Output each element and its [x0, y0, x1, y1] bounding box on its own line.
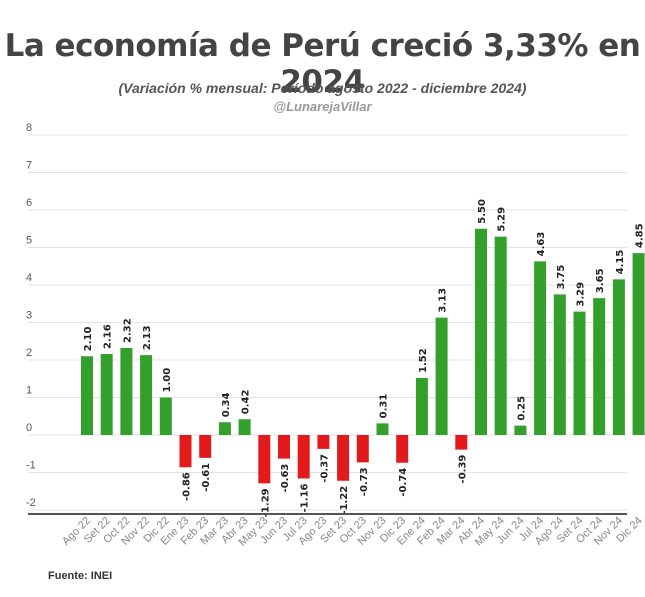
- data-label: -0.39: [457, 455, 468, 484]
- data-label: 5.50: [477, 199, 488, 224]
- data-label: -1.16: [300, 483, 311, 512]
- data-label: 1.52: [418, 348, 429, 373]
- y-tick-label: 3: [26, 310, 32, 322]
- bar: [120, 348, 133, 435]
- y-tick-label: 4: [26, 272, 32, 284]
- bar: [435, 317, 448, 435]
- bar: [455, 435, 468, 450]
- bar: [179, 435, 192, 468]
- data-label: -1.29: [260, 488, 271, 517]
- data-label: 5.29: [497, 207, 508, 232]
- data-label: -0.63: [280, 464, 291, 493]
- data-label: 3.29: [576, 282, 587, 307]
- data-label: -0.73: [359, 467, 370, 496]
- y-tick-label: 6: [26, 197, 32, 209]
- y-tick-label: -1: [26, 460, 36, 472]
- bar: [494, 236, 507, 435]
- bar: [81, 356, 93, 435]
- bar: [199, 435, 212, 458]
- data-label: 2.13: [142, 325, 153, 350]
- bar: [415, 378, 428, 435]
- data-label: 4.85: [635, 223, 645, 248]
- data-label: 2.16: [103, 324, 114, 349]
- bar: [238, 419, 251, 435]
- data-label: 0.42: [241, 390, 252, 415]
- author-handle: @LunarejaVillar: [273, 99, 372, 114]
- data-label: 0.25: [516, 396, 527, 421]
- bar: [159, 397, 172, 435]
- bar: [632, 253, 645, 435]
- bar: [534, 261, 547, 435]
- bar: [376, 423, 389, 435]
- data-label: 3.75: [556, 265, 567, 290]
- data-label: -0.86: [182, 472, 193, 501]
- data-label: -0.37: [319, 454, 330, 483]
- data-label: 2.10: [83, 327, 94, 352]
- bar: [337, 435, 350, 481]
- data-label: 4.63: [536, 232, 547, 257]
- y-tick-label: 8: [26, 122, 32, 134]
- y-tick-label: -2: [26, 497, 36, 509]
- bar: [218, 422, 231, 435]
- data-label: 0.31: [379, 394, 390, 419]
- data-label: 2.32: [122, 318, 133, 343]
- data-label: 1.00: [162, 368, 173, 393]
- y-tick-label: 7: [26, 160, 32, 172]
- source-note: Fuente: INEI: [48, 570, 113, 582]
- data-label: 3.65: [595, 268, 606, 293]
- chart-title: La economía de Perú creció 3,33% en 2024: [4, 28, 641, 100]
- chart-subtitle: (Variación % mensual: Período agosto 202…: [118, 80, 527, 96]
- bar: [573, 311, 586, 435]
- bar: [475, 228, 487, 435]
- bar: [593, 298, 606, 435]
- bar: [278, 435, 290, 459]
- bar: [514, 425, 527, 435]
- data-label: 0.34: [221, 393, 232, 418]
- y-tick-label: 2: [26, 347, 32, 359]
- data-label: -0.74: [398, 468, 409, 497]
- data-label: -1.22: [339, 486, 350, 515]
- data-label: 4.15: [615, 250, 626, 275]
- bar: [140, 355, 153, 435]
- bar: [317, 435, 330, 449]
- bar: [100, 354, 113, 435]
- data-label: 3.13: [438, 288, 449, 313]
- bar: [258, 435, 271, 484]
- bar: [553, 294, 566, 435]
- bar: [396, 435, 409, 463]
- bar: [612, 279, 625, 435]
- bar: [297, 435, 310, 479]
- bar: [356, 435, 369, 463]
- y-tick-label: 5: [26, 235, 32, 247]
- y-tick-label: 0: [26, 422, 32, 434]
- data-label: -0.61: [201, 463, 212, 492]
- y-tick-label: 1: [26, 385, 32, 397]
